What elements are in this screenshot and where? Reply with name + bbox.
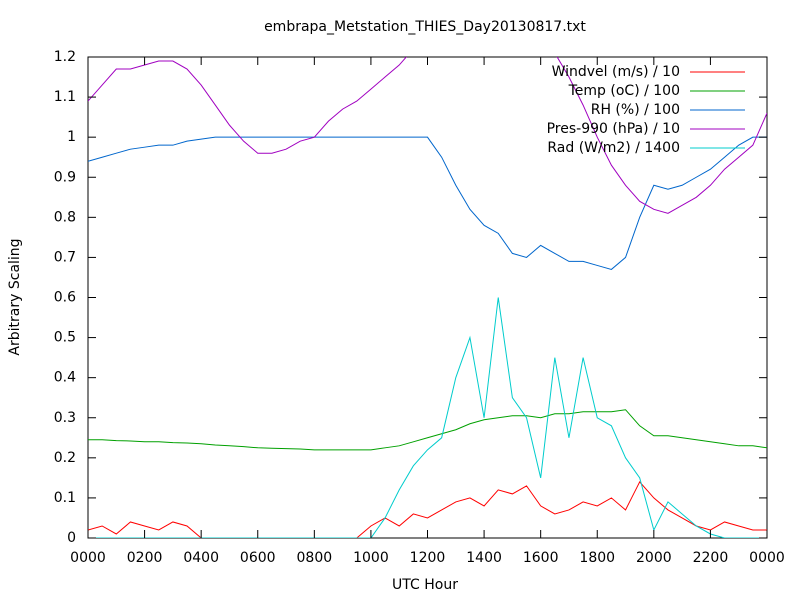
legend-label: RH (%) / 100 [591, 102, 680, 118]
series-line [88, 136, 767, 270]
x-tick-label: 0000 [70, 550, 106, 566]
x-tick-label: 1600 [523, 550, 559, 566]
y-tick-label: 0.8 [54, 209, 76, 225]
series-line [88, 297, 767, 538]
x-tick-label: 1400 [466, 550, 502, 566]
x-tick-label: 0000 [749, 550, 785, 566]
x-tick-label: 0400 [183, 550, 219, 566]
legend-label: Windvel (m/s) / 10 [552, 64, 680, 80]
legend-label: Rad (W/m2) / 1400 [547, 140, 680, 156]
y-tick-label: 0.7 [54, 249, 76, 265]
series-line [88, 57, 767, 214]
x-tick-label: 2000 [636, 550, 672, 566]
plot-area [88, 57, 767, 538]
x-tick-label: 1000 [353, 550, 389, 566]
x-tick-label: 0200 [127, 550, 163, 566]
series-line [88, 480, 767, 538]
y-tick-label: 0.6 [54, 290, 76, 306]
y-tick-label: 0.1 [54, 490, 76, 506]
y-tick-label: 0.3 [54, 410, 76, 426]
y-axis-label: Arbitrary Scaling [7, 238, 23, 355]
x-tick-label: 1200 [410, 550, 446, 566]
x-axis-label: UTC Hour [392, 577, 458, 593]
legend-label: Temp (oC) / 100 [568, 83, 680, 99]
y-tick-label: 0.5 [54, 330, 76, 346]
x-tick-label: 0600 [240, 550, 276, 566]
y-tick-label: 1.2 [54, 49, 76, 65]
y-tick-label: 0 [67, 530, 76, 546]
y-tick-label: 0.9 [54, 169, 76, 185]
y-tick-label: 0.2 [54, 450, 76, 466]
chart-title: embrapa_Metstation_THIES_Day20130817.txt [264, 19, 586, 35]
x-tick-label: 2200 [693, 550, 729, 566]
y-tick-label: 0.4 [54, 370, 76, 386]
legend-label: Pres-990 (hPa) / 10 [547, 121, 680, 137]
y-tick-label: 1.1 [54, 89, 76, 105]
y-tick-label: 1 [67, 129, 76, 145]
x-tick-label: 0800 [297, 550, 333, 566]
x-tick-label: 1800 [579, 550, 615, 566]
series-line [88, 409, 767, 451]
